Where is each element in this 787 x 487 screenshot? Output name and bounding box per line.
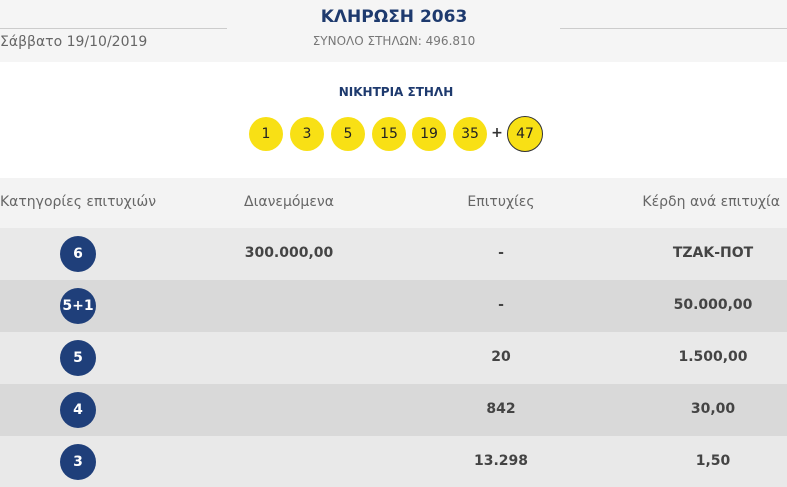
winning-label: ΝΙΚΗΤΡΙΑ ΣΤΗΛΗ <box>338 85 454 99</box>
column-header: Κατηγορίες επιτυχιών <box>0 194 157 210</box>
ball: 3 <box>290 117 324 151</box>
distributed: 300.000,00 <box>244 245 334 261</box>
category-badge: 6 <box>60 236 96 272</box>
table-row: 4 842 30,00 <box>0 384 787 436</box>
divider <box>0 28 227 29</box>
ball: 19 <box>412 117 446 151</box>
winners: 20 <box>491 349 511 365</box>
column-header: Διανεμόμενα <box>244 194 334 210</box>
column-header: Επιτυχίες <box>467 194 535 210</box>
table-row: 5+1 - 50.000,00 <box>0 280 787 332</box>
divider <box>560 28 787 29</box>
prize: ΤΖΑΚ-ΠΟΤ <box>672 245 754 261</box>
plus-sign: + <box>491 125 503 141</box>
category-badge: 3 <box>60 444 96 480</box>
winners: 13.298 <box>473 453 529 469</box>
draw-title: ΚΛΗΡΩΣΗ 2063 <box>320 7 468 27</box>
winners: - <box>498 245 504 261</box>
bonus-ball: 47 <box>507 116 543 152</box>
prize: 50.000,00 <box>673 297 753 313</box>
winners: 842 <box>486 401 516 417</box>
prize: 1.500,00 <box>678 349 748 365</box>
category-badge: 5 <box>60 340 96 376</box>
table-row: 6 300.000,00 - ΤΖΑΚ-ΠΟΤ <box>0 228 787 280</box>
table-header <box>0 178 787 228</box>
ball: 15 <box>372 117 406 151</box>
ball: 35 <box>453 117 487 151</box>
header-bg <box>0 0 787 62</box>
category-badge: 5+1 <box>60 288 96 324</box>
table-row: 3 13.298 1,50 <box>0 436 787 487</box>
table-row: 5 20 1.500,00 <box>0 332 787 384</box>
prize: 30,00 <box>690 401 736 417</box>
ball: 1 <box>249 117 283 151</box>
winners: - <box>498 297 504 313</box>
category-badge: 4 <box>60 392 96 428</box>
ball: 5 <box>331 117 365 151</box>
draw-subtitle: ΣΥΝΟΛΟ ΣΤΗΛΩΝ: 496.810 <box>312 34 476 48</box>
column-header: Κέρδη ανά επιτυχία <box>642 194 780 210</box>
prize: 1,50 <box>695 453 731 469</box>
draw-date: Σάββατο 19/10/2019 <box>0 34 148 50</box>
